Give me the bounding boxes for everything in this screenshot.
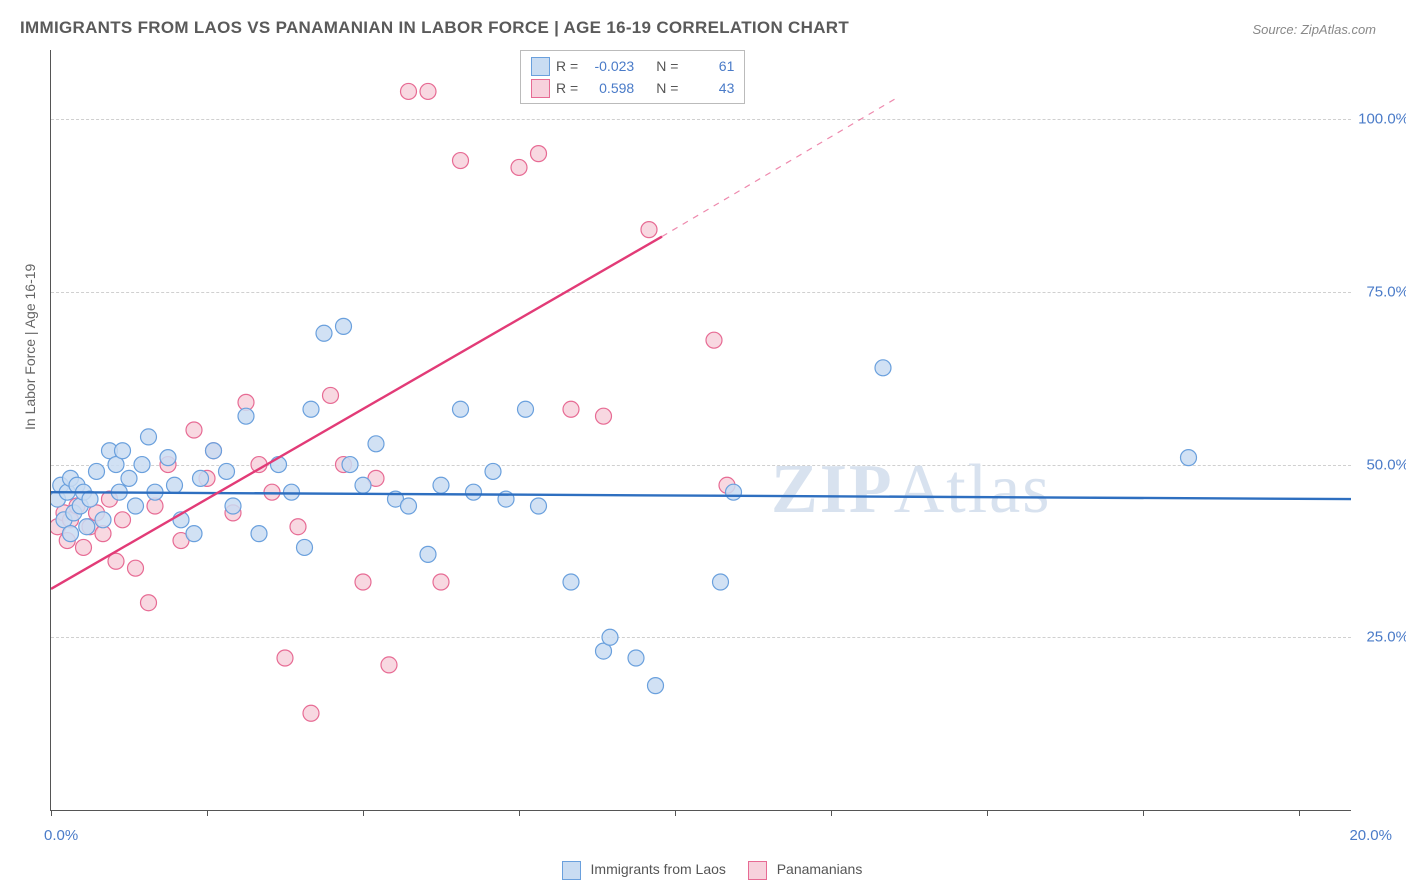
r-value-1: -0.023 bbox=[584, 55, 634, 77]
legend-row-series-2: R = 0.598 N = 43 bbox=[531, 77, 734, 99]
x-tick-label-max: 20.0% bbox=[1349, 827, 1392, 844]
correlation-legend: R = -0.023 N = 61 R = 0.598 N = 43 bbox=[520, 50, 745, 104]
swatch-series-1 bbox=[531, 57, 550, 76]
y-tick-label: 100.0% bbox=[1357, 111, 1406, 128]
r-value-2: 0.598 bbox=[584, 77, 634, 99]
r-label: R = bbox=[556, 77, 578, 99]
n-label: N = bbox=[656, 55, 678, 77]
source-attribution: Source: ZipAtlas.com bbox=[1252, 22, 1376, 37]
legend-label-1: Immigrants from Laos bbox=[591, 861, 726, 877]
y-tick-label: 25.0% bbox=[1357, 629, 1406, 646]
y-tick-label: 50.0% bbox=[1357, 456, 1406, 473]
legend-label-2: Panamanians bbox=[777, 861, 863, 877]
y-axis-label: In Labor Force | Age 16-19 bbox=[22, 264, 38, 430]
chart-title: IMMIGRANTS FROM LAOS VS PANAMANIAN IN LA… bbox=[20, 18, 849, 38]
r-label: R = bbox=[556, 55, 578, 77]
n-label: N = bbox=[656, 77, 678, 99]
y-tick-label: 75.0% bbox=[1357, 283, 1406, 300]
swatch-series-1 bbox=[562, 861, 581, 880]
legend-row-series-1: R = -0.023 N = 61 bbox=[531, 55, 734, 77]
n-value-1: 61 bbox=[684, 55, 734, 77]
swatch-series-2 bbox=[531, 79, 550, 98]
x-tick-label-min: 0.0% bbox=[44, 827, 78, 844]
series-legend: Immigrants from Laos Panamanians bbox=[0, 861, 1406, 880]
plot-area: ZIPAtlas 25.0%50.0%75.0%100.0% bbox=[50, 50, 1351, 811]
n-value-2: 43 bbox=[684, 77, 734, 99]
swatch-series-2 bbox=[748, 861, 767, 880]
scatter-chart bbox=[51, 50, 1351, 810]
